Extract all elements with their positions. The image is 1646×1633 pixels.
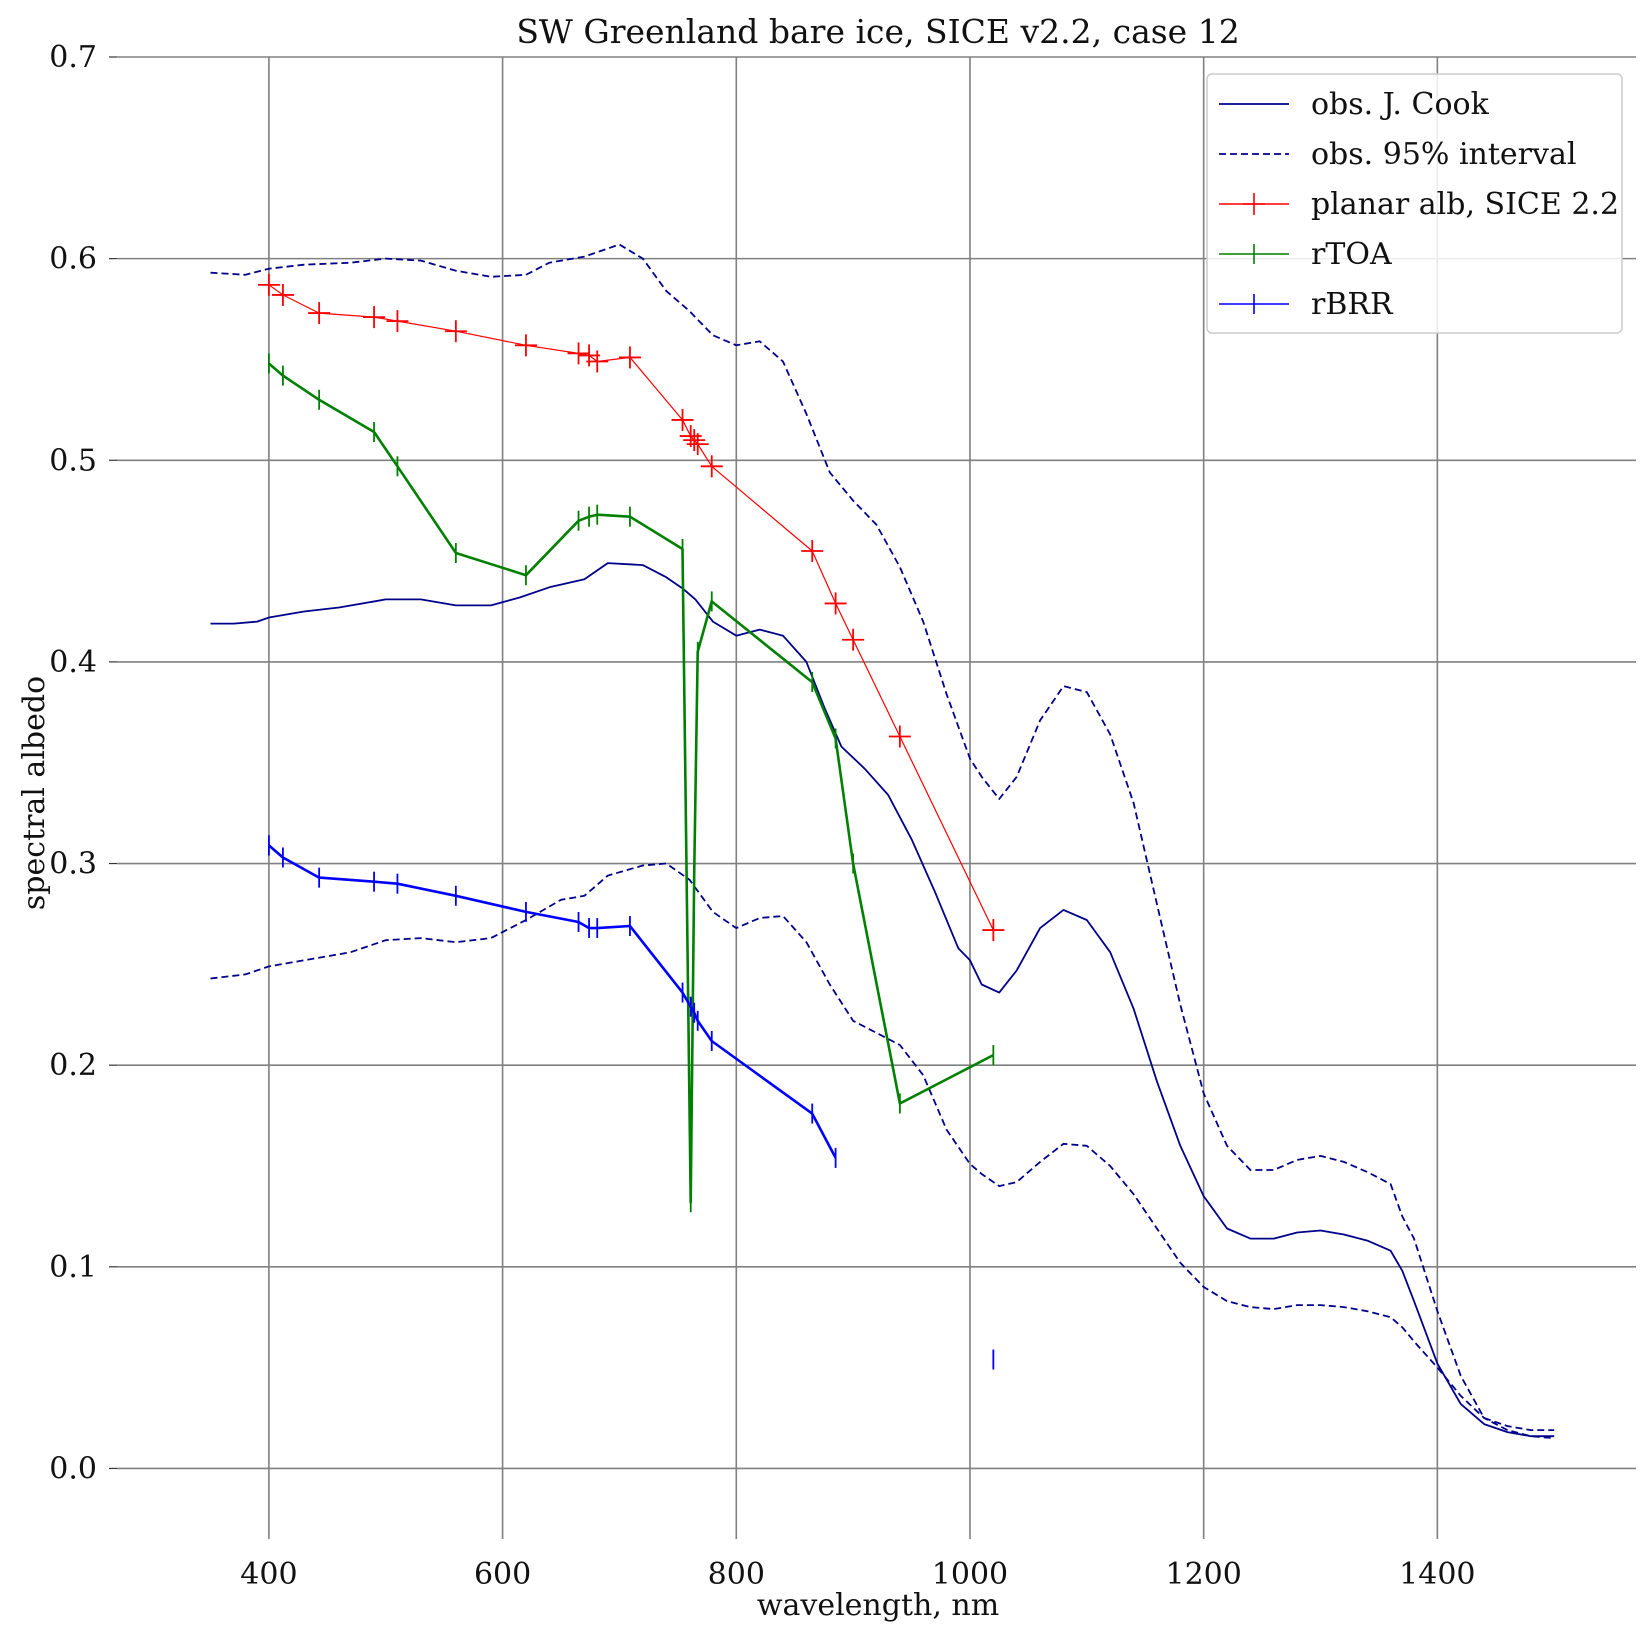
legend-box	[1206, 73, 1623, 334]
legend-entry: obs. J. Cook	[1219, 87, 1490, 122]
series-planar-alb-sice-2-2	[257, 273, 1005, 942]
series-line	[268, 362, 994, 1204]
series-line	[268, 284, 994, 931]
x-tick-label: 800	[708, 1557, 765, 1592]
x-tick-label: 1000	[932, 1557, 1008, 1592]
series-line	[210, 243, 1555, 1431]
series-rtoa	[267, 353, 995, 1213]
y-tick-label: 0.4	[49, 645, 97, 680]
legend-entry: planar alb, SICE 2.2	[1219, 187, 1619, 222]
ticks: 400 600 800 1000 1200 1400 0.0 0.1 0.2 0.3 0.4 0.5 0…	[49, 40, 1475, 1592]
legend-label: rBRR	[1311, 287, 1394, 322]
y-tick-label: 0.0	[49, 1451, 97, 1486]
legend-label: obs. 95% interval	[1311, 137, 1576, 172]
series-rbrr	[267, 835, 837, 1168]
y-tick-label: 0.5	[49, 443, 97, 478]
x-tick-label: 1200	[1165, 1557, 1241, 1592]
series-line	[210, 562, 1555, 1438]
y-tick-label: 0.2	[49, 1048, 97, 1083]
series-obs-j-cook	[210, 562, 1555, 1438]
legend-label: obs. J. Cook	[1311, 87, 1490, 122]
legend-entry: rBRR	[1219, 287, 1394, 322]
legend-label: rTOA	[1311, 237, 1392, 272]
y-axis-label: spectral albedo	[17, 676, 52, 910]
x-tick-label: 1400	[1399, 1557, 1475, 1592]
x-tick-label: 600	[474, 1557, 531, 1592]
y-tick-label: 0.3	[49, 847, 97, 882]
series-layer	[210, 243, 1555, 1440]
y-tick-label: 0.7	[49, 40, 97, 75]
y-tick-label: 0.1	[49, 1250, 97, 1285]
series-obs-95-interval	[210, 243, 1555, 1431]
y-tick-label: 0.6	[49, 242, 97, 277]
x-axis-label: wavelength, nm	[757, 1588, 999, 1623]
series-line	[268, 844, 837, 1159]
legend: obs. J. Cook obs. 95% interval planar alb,…	[1206, 73, 1623, 334]
series-obs-95-interval-lower	[210, 862, 1555, 1440]
legend-entry: rTOA	[1219, 237, 1392, 272]
chart-title: SW Greenland bare ice, SICE v2.2, case 1…	[516, 12, 1239, 51]
series-line	[210, 862, 1555, 1440]
legend-entry: obs. 95% interval	[1219, 137, 1576, 172]
legend-label: planar alb, SICE 2.2	[1311, 187, 1619, 222]
x-tick-label: 400	[240, 1557, 297, 1592]
